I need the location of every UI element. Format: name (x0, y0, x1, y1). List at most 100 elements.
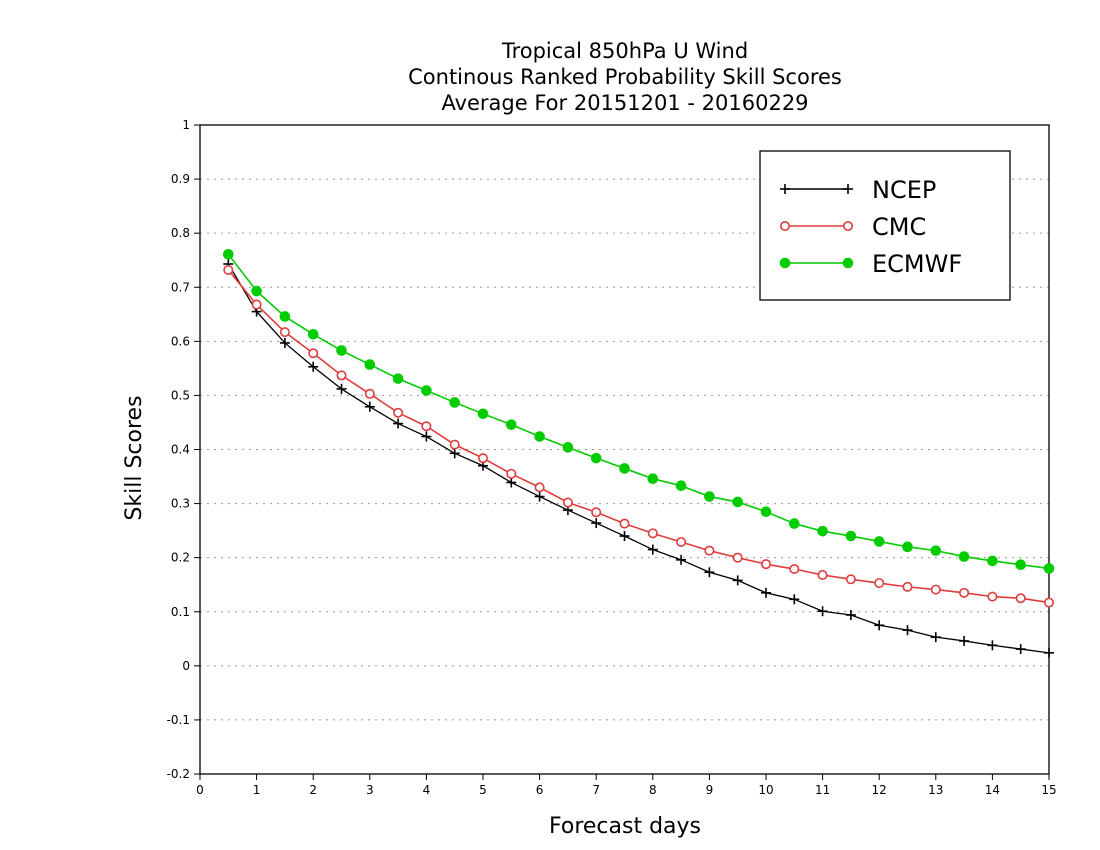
data-point-ecmwf (817, 525, 828, 537)
series-line-ecmwf (227, 253, 1050, 570)
data-point-ecmwf (1015, 559, 1027, 570)
data-point-ecmwf (590, 452, 602, 464)
y-tick-label: 0.1 (171, 605, 190, 619)
data-point-cmc (817, 569, 828, 580)
y-tick-label: 0.6 (171, 334, 190, 348)
series-ecmwf (223, 248, 1055, 574)
x-tick-label: 0 (196, 783, 204, 797)
data-point-cmc (647, 528, 658, 539)
title-line-1: Tropical 850hPa U Wind (501, 39, 748, 63)
data-point-cmc (845, 574, 856, 585)
data-point-ncep (789, 594, 800, 605)
data-point-cmc (902, 581, 913, 592)
y-tick-label: 0.3 (171, 497, 190, 511)
data-point-ncep (506, 477, 517, 488)
legend-marker-end (842, 257, 854, 269)
legend-item-cmc: CMC (779, 213, 926, 241)
legend-marker-start (779, 221, 790, 232)
data-point-ecmwf (987, 555, 998, 567)
data-point-ncep (619, 531, 630, 542)
series-ncep (223, 258, 1054, 658)
data-point-cmc (959, 587, 970, 598)
data-point-ncep (732, 575, 743, 586)
data-point-cmc (562, 497, 573, 508)
data-point-ecmwf (307, 329, 319, 340)
legend-item-ncep: NCEP (780, 176, 936, 204)
legend-marker-end (842, 221, 853, 232)
data-point-ecmwf (421, 385, 432, 396)
x-tick-label: 12 (872, 783, 887, 797)
data-point-ecmwf (873, 536, 885, 547)
legend: NCEP CMC ECMWF (759, 150, 1011, 301)
series-layer (223, 248, 1055, 658)
data-point-ncep (676, 554, 687, 565)
data-point-ncep (393, 418, 404, 429)
data-point-ecmwf (364, 359, 376, 370)
y-tick-label: 0.2 (171, 551, 190, 565)
x-tick-label: 4 (423, 783, 431, 797)
data-point-ncep (930, 632, 941, 643)
data-point-ecmwf (789, 518, 800, 529)
x-axis-label: Forecast days (549, 814, 701, 839)
x-tick-label: 5 (479, 783, 487, 797)
data-point-ncep (704, 567, 715, 578)
data-point-ncep (1015, 644, 1026, 655)
data-point-ncep (449, 448, 460, 459)
x-tick-label: 13 (928, 783, 943, 797)
data-point-ecmwf (675, 480, 687, 492)
y-tick-label: 0.9 (171, 172, 190, 186)
data-point-ecmwf (647, 473, 659, 485)
y-axis-label: Skill Scores (122, 395, 147, 520)
data-point-ncep (421, 431, 432, 442)
data-point-cmc (704, 545, 715, 556)
data-point-cmc (874, 578, 885, 589)
y-tick-label: 0.8 (171, 226, 190, 240)
series-cmc (223, 264, 1055, 608)
data-point-ecmwf (279, 311, 291, 322)
data-point-cmc (1044, 597, 1055, 608)
data-point-ecmwf (449, 397, 461, 408)
title-line-2: Continous Ranked Probability Skill Score… (408, 65, 842, 89)
x-tick-label: 9 (706, 783, 714, 797)
data-point-cmc (223, 264, 234, 275)
data-point-ecmwf (392, 373, 404, 384)
x-tick-label: 14 (985, 783, 1000, 797)
x-tick-label: 8 (649, 783, 657, 797)
data-point-cmc (336, 370, 347, 381)
legend-marker-start (779, 257, 791, 269)
data-point-ecmwf (336, 345, 347, 356)
y-tick-label: -0.2 (167, 767, 190, 781)
data-point-cmc (789, 564, 800, 575)
data-point-cmc (930, 584, 941, 595)
data-point-cmc (477, 453, 488, 464)
legend-marker-start (780, 184, 790, 194)
data-point-ecmwf (760, 506, 772, 517)
data-point-ecmwf (958, 551, 970, 562)
legend-label: ECMWF (872, 250, 962, 278)
data-point-ecmwf (251, 285, 262, 297)
data-point-cmc (619, 518, 630, 529)
data-point-cmc (732, 552, 743, 563)
x-tick-label: 10 (758, 783, 773, 797)
data-point-ncep (308, 361, 319, 372)
data-point-cmc (534, 482, 545, 493)
x-tick-label: 6 (536, 783, 544, 797)
data-point-ecmwf (534, 431, 545, 442)
data-point-ecmwf (619, 463, 630, 474)
data-point-ecmwf (477, 408, 489, 420)
data-point-ecmwf (902, 541, 913, 553)
data-point-ncep (761, 587, 771, 598)
y-tick-label: 0.7 (171, 280, 190, 294)
legend-item-ecmwf: ECMWF (779, 250, 962, 278)
data-point-ncep (959, 635, 970, 646)
series-line-ncep (227, 263, 1050, 654)
data-point-ncep (817, 606, 828, 617)
legend-label: CMC (872, 213, 926, 241)
data-point-cmc (421, 421, 432, 432)
data-point-ecmwf (704, 491, 715, 502)
data-point-ncep (845, 609, 856, 620)
data-point-cmc (760, 559, 771, 570)
y-tick-label: 1 (182, 118, 190, 132)
